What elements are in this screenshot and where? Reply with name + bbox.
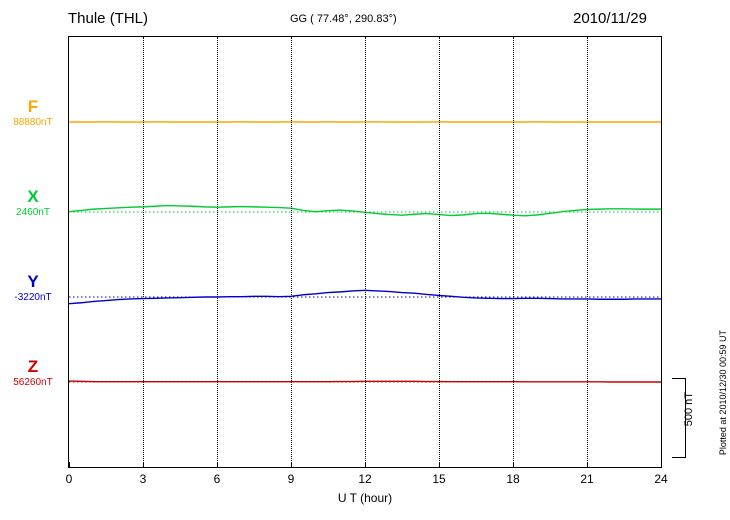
x-tick-label: 15 [432,472,446,486]
x-tick-mark [513,462,514,467]
x-tick-label: 12 [358,472,372,486]
x-tick-label: 21 [580,472,594,486]
x-tick-label: 24 [654,472,668,486]
gridline-vertical [439,37,440,467]
x-tick-label: 6 [213,472,221,486]
scale-bar-label: 500 nT [683,392,695,427]
gridline-vertical [143,37,144,467]
gridline-vertical [587,37,588,467]
x-tick-mark [587,462,588,467]
x-tick-mark [291,462,292,467]
gridline-vertical [513,37,514,467]
x-tick-label: 9 [287,472,295,486]
component-baseline-value: 2460nT [16,207,50,218]
station-title: Thule (THL) [68,10,149,27]
x-tick-label: 0 [65,472,73,486]
component-letter: Y [27,272,39,291]
component-label-z: Z 56260nT [0,358,66,389]
component-label-y: Y -3220nT [0,273,66,304]
plotted-at-timestamp: Plotted at 2010/12/30 00:59 UT [718,330,728,456]
component-baseline-value: -3220nT [14,292,52,303]
x-tick-label: 3 [139,472,147,486]
x-tick-mark [143,462,144,467]
x-tick-mark [661,462,662,467]
gridline-vertical [291,37,292,467]
component-baseline-value: 88880nT [13,117,53,128]
x-tick-mark [365,462,366,467]
component-label-x: X 2460nT [0,188,66,219]
scale-bar [672,378,686,458]
component-letter: X [27,187,39,206]
x-tick-mark [69,462,70,467]
x-tick-label: 18 [506,472,520,486]
gridline-vertical [217,37,218,467]
x-axis-label: U T (hour) [337,491,393,505]
component-label-f: F 88880nT [0,98,66,129]
geographic-coordinates: GG ( 77.48°, 290.83°) [290,13,397,25]
x-tick-mark [439,462,440,467]
component-letter: F [27,97,39,116]
observation-date: 2010/11/29 [573,10,647,27]
plot-frame [68,36,662,468]
gridline-vertical [365,37,366,467]
component-baseline-value: 56260nT [13,377,53,388]
component-letter: Z [27,357,39,376]
x-tick-mark [217,462,218,467]
